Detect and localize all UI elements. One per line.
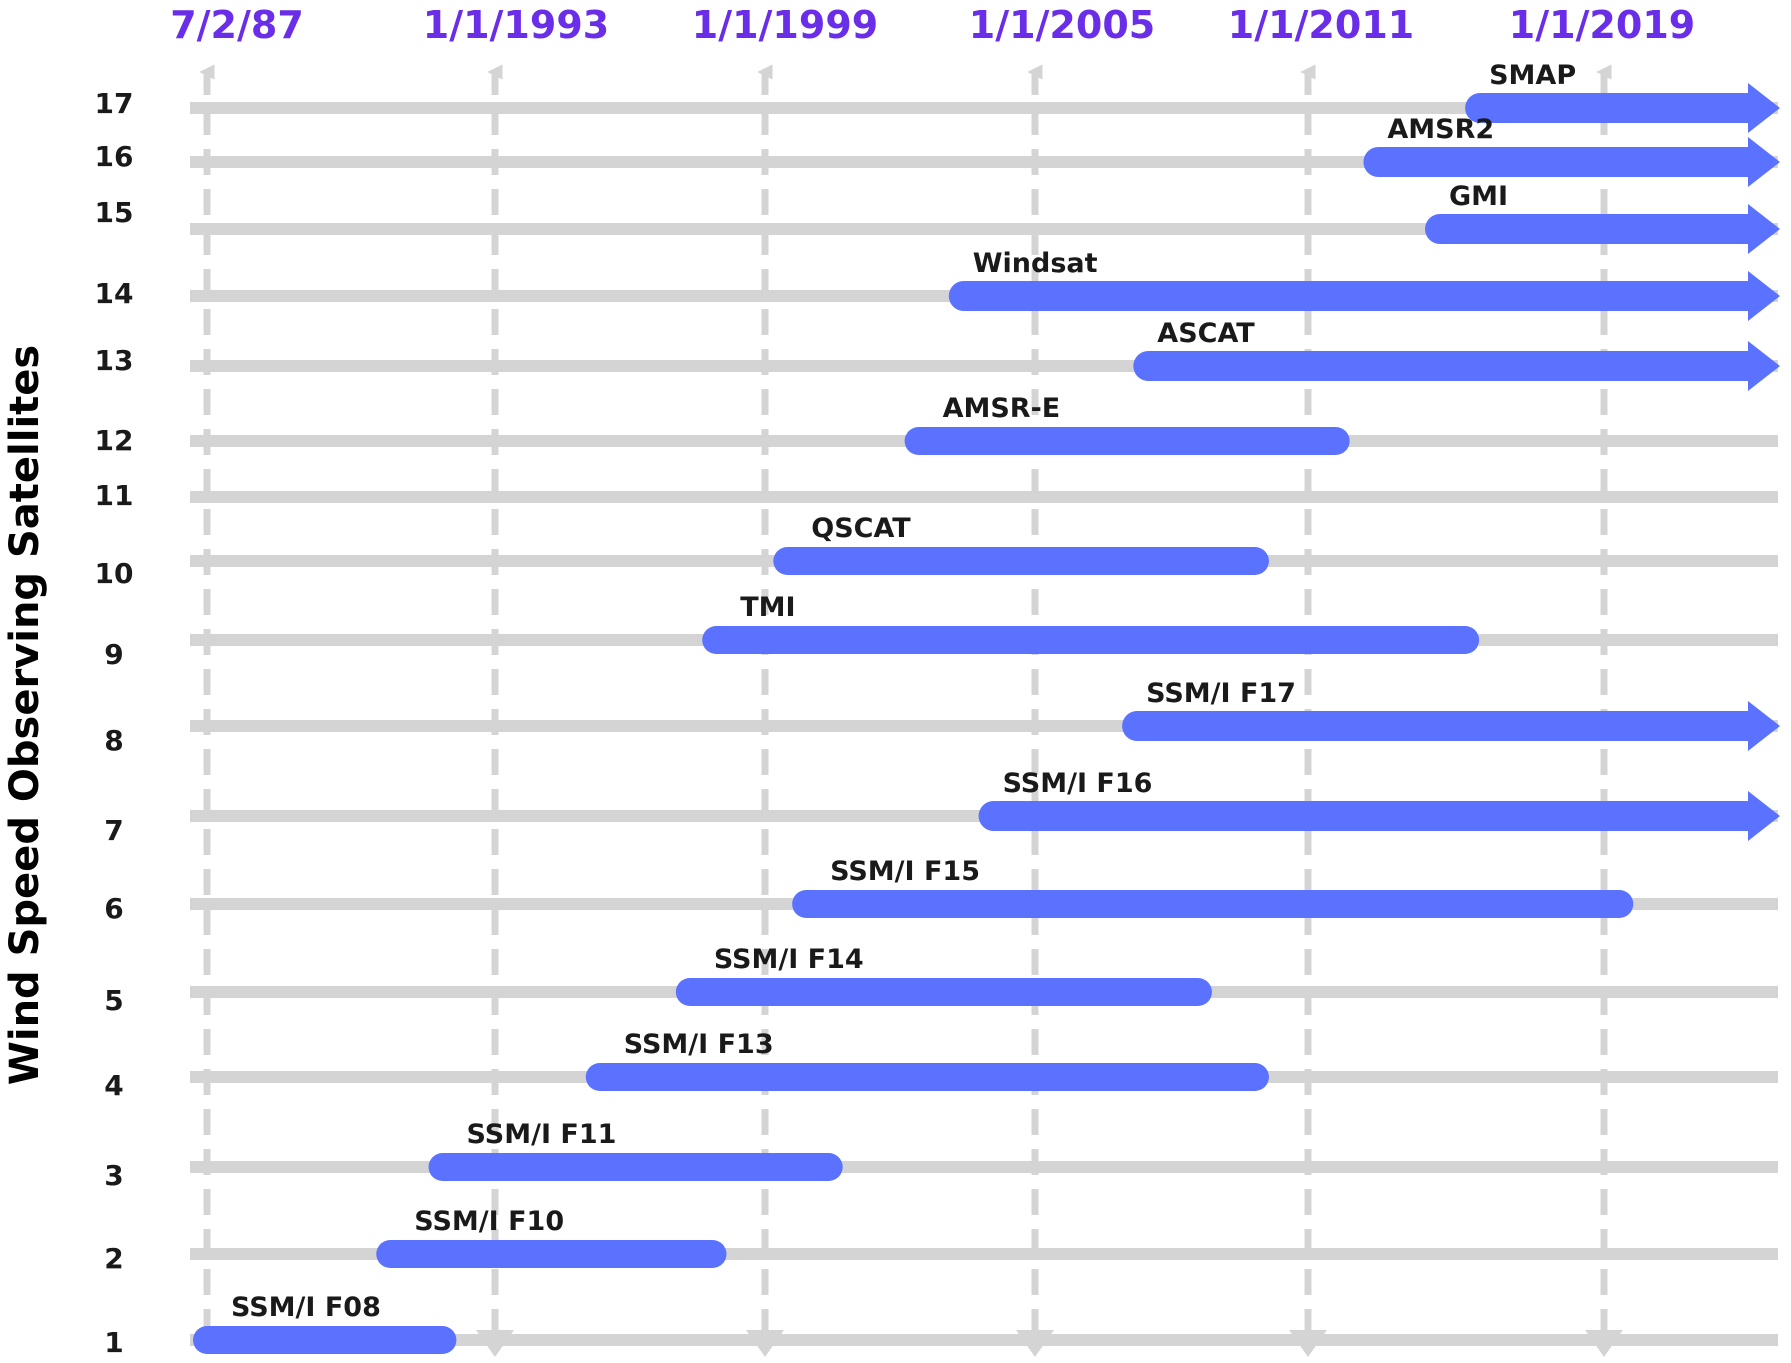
row-number-label: 15 <box>95 196 134 229</box>
satellite-name-label: TMI <box>740 592 795 623</box>
date-tick-label: 1/1/2005 <box>969 3 1155 47</box>
date-tick-label: 1/1/1993 <box>423 3 609 47</box>
satellite-name-labels: SSM/I F08 SSM/I F10 SSM/I F11 SSM/I F13 SSM/… <box>231 60 1576 1323</box>
row-number-label: 10 <box>95 557 134 590</box>
row-number-label: 1 <box>104 1326 123 1359</box>
satellite-bar-ongoing <box>1465 83 1780 133</box>
y-axis-title: Wind Speed Observing Satellites <box>2 345 48 1086</box>
row-number-label: 5 <box>104 984 123 1017</box>
satellite-name-label: SMAP <box>1489 60 1576 91</box>
row-number-label: 8 <box>104 724 123 757</box>
row-number-label: 6 <box>104 892 123 925</box>
row-number-label: 3 <box>104 1159 123 1192</box>
satellite-bar-ongoing <box>948 271 1780 321</box>
satellite-name-label: SSM/I F14 <box>714 944 864 975</box>
date-tick-label: 1/1/2011 <box>1228 3 1414 47</box>
satellite-name-label: GMI <box>1449 181 1508 212</box>
satellite-name-label: AMSR-E <box>943 393 1061 424</box>
satellite-bar-ongoing <box>1133 341 1780 391</box>
satellite-bar-ongoing <box>1122 701 1780 751</box>
satellite-bars <box>193 83 1780 1354</box>
row-number-label: 13 <box>95 344 134 377</box>
row-number-label: 7 <box>104 814 123 847</box>
date-tick-label: 1/1/2019 <box>1509 3 1695 47</box>
satellite-name-label: SSM/I F13 <box>624 1029 774 1060</box>
date-tick-label: 7/2/87 <box>170 3 304 47</box>
row-number-label: 11 <box>95 479 134 512</box>
row-number-label: 9 <box>104 638 123 671</box>
satellite-bar-ongoing <box>1425 204 1780 254</box>
satellite-name-label: AMSR2 <box>1387 114 1494 145</box>
row-number-label: 2 <box>104 1242 123 1275</box>
satellite-name-label: SSM/I F08 <box>231 1292 381 1323</box>
satellite-name-label: SSM/I F15 <box>830 856 980 887</box>
satellite-name-label: SSM/I F16 <box>1003 768 1153 799</box>
satellite-name-label: Windsat <box>973 248 1098 279</box>
row-number-label: 16 <box>95 140 134 173</box>
satellite-bar-ongoing <box>1363 137 1780 187</box>
date-axis-labels: 7/2/87 1/1/1993 1/1/1999 1/1/2005 1/1/2011 1/… <box>170 3 1695 47</box>
satellite-name-label: QSCAT <box>811 513 911 544</box>
satellite-name-label: SSM/I F11 <box>467 1119 617 1150</box>
row-number-label: 17 <box>95 87 134 120</box>
satellite-name-label: ASCAT <box>1157 318 1255 349</box>
row-number-label: 14 <box>95 277 134 310</box>
date-tick-label: 1/1/1999 <box>692 3 878 47</box>
row-number-label: 12 <box>95 424 134 457</box>
row-number-label: 4 <box>104 1069 123 1102</box>
satellite-name-label: SSM/I F10 <box>414 1206 564 1237</box>
satellite-name-label: SSM/I F17 <box>1146 678 1296 709</box>
satellite-bar-ongoing <box>978 791 1780 841</box>
